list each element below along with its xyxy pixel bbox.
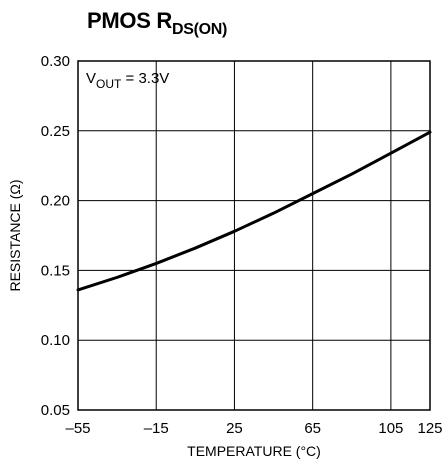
y-tick-label: 0.15: [41, 262, 70, 279]
y-tick-label: 0.30: [41, 53, 70, 70]
annotation-vout: VOUT = 3.3V: [86, 70, 169, 91]
plot-frame: [77, 60, 431, 411]
x-tick-label: 125: [417, 420, 442, 437]
chart-title-main: PMOS R: [87, 8, 172, 33]
chart-title: PMOS RDS(ON): [87, 8, 227, 38]
y-tick-label: 0.25: [41, 123, 70, 140]
x-tick-label: 25: [226, 420, 243, 437]
x-tick-label: 65: [304, 420, 321, 437]
y-tick-label: 0.05: [41, 402, 70, 419]
x-tick-label: 105: [378, 420, 403, 437]
x-tick-label: –55: [65, 420, 90, 437]
series-line-0: [76, 130, 432, 292]
y-tick-label: 0.10: [41, 332, 70, 349]
y-axis-label: RESISTANCE (Ω): [7, 179, 23, 291]
x-tick-label: –15: [144, 420, 169, 437]
chart-title-subscript: DS(ON): [172, 21, 228, 38]
x-axis-label: TEMPERATURE (°C): [187, 443, 321, 459]
y-tick-label: 0.20: [41, 193, 70, 210]
